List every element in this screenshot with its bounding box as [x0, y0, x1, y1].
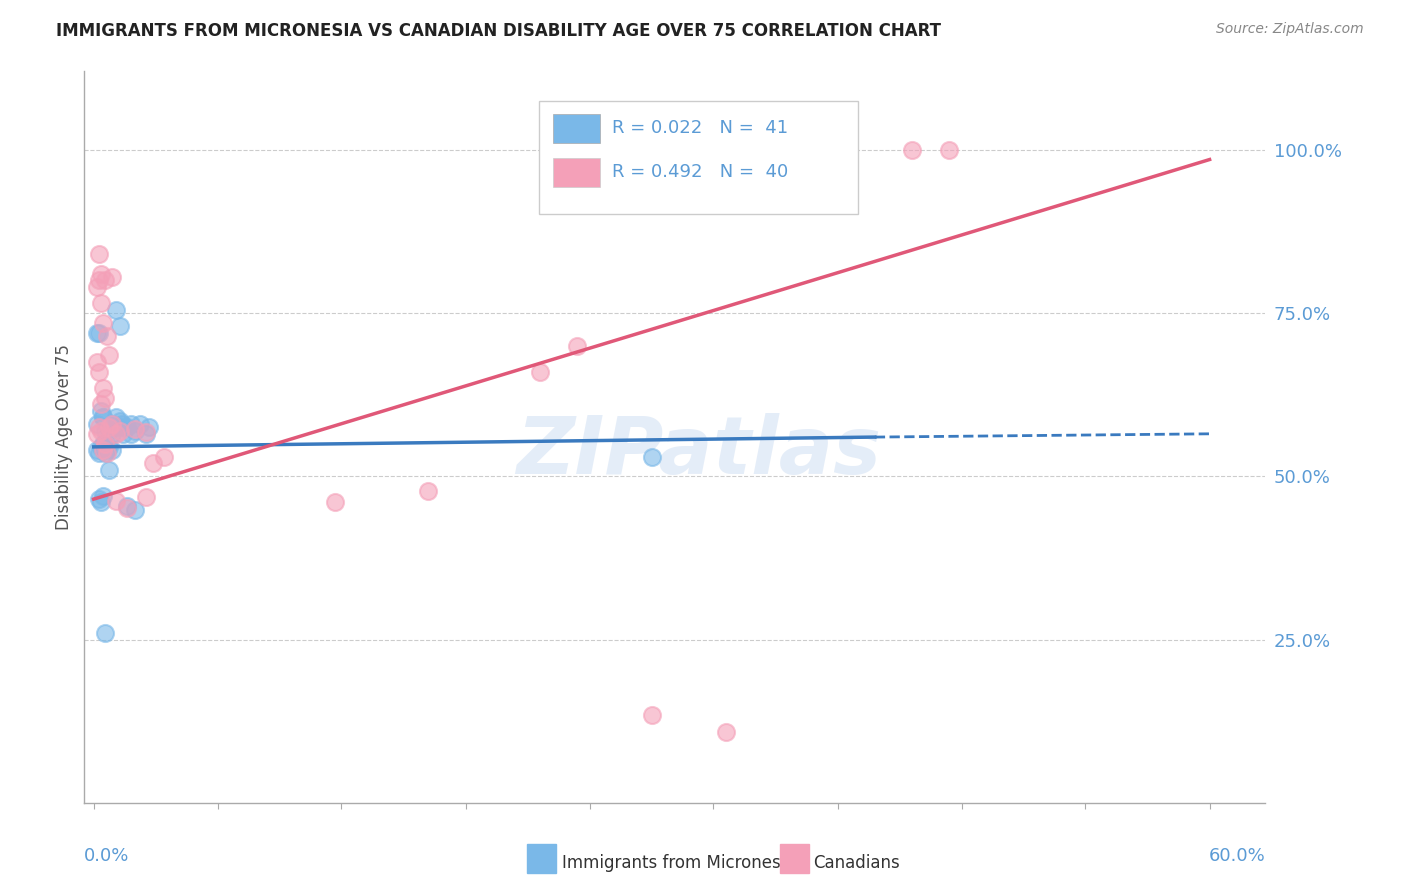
Point [90, 424, 112, 438]
Point [86, 443, 108, 458]
Point [153, 450, 176, 464]
Point [101, 417, 124, 431]
Point [142, 456, 165, 470]
Y-axis label: Disability Age Over 75: Disability Age Over 75 [55, 344, 73, 530]
Point [901, 143, 924, 157]
Point [89, 420, 111, 434]
Point [567, 339, 589, 353]
Point [529, 365, 551, 379]
Point [97, 420, 120, 434]
FancyBboxPatch shape [538, 101, 858, 214]
Point [86, 426, 108, 441]
Point [115, 500, 138, 515]
Point [325, 495, 347, 509]
Point [90, 440, 112, 454]
Text: ZIPatlas: ZIPatlas [516, 413, 882, 491]
Point [96, 443, 118, 458]
Point [91, 381, 114, 395]
Point [90, 397, 112, 411]
Point [101, 270, 124, 285]
Point [97, 440, 120, 454]
Point [97, 424, 120, 438]
Point [91, 443, 114, 458]
Text: Immigrants from Micronesia: Immigrants from Micronesia [562, 855, 796, 872]
Point [640, 707, 662, 722]
Point [108, 424, 131, 438]
Point [96, 446, 118, 460]
Point [90, 495, 112, 509]
Point [97, 463, 120, 477]
Point [418, 484, 440, 499]
Point [640, 450, 662, 464]
Point [714, 725, 737, 739]
Point [97, 348, 120, 362]
Point [112, 426, 135, 441]
Text: R = 0.022   N =  41: R = 0.022 N = 41 [612, 120, 789, 137]
Text: IMMIGRANTS FROM MICRONESIA VS CANADIAN DISABILITY AGE OVER 75 CORRELATION CHART: IMMIGRANTS FROM MICRONESIA VS CANADIAN D… [56, 22, 941, 40]
Point [90, 267, 112, 281]
Bar [553, 158, 600, 187]
Point [138, 420, 160, 434]
Point [86, 280, 108, 294]
Point [104, 494, 127, 508]
Text: Source: ZipAtlas.com: Source: ZipAtlas.com [1216, 22, 1364, 37]
Point [124, 422, 146, 436]
Point [91, 436, 114, 450]
Point [115, 499, 138, 513]
Point [90, 404, 112, 418]
Point [89, 492, 111, 507]
Point [89, 446, 111, 460]
Point [135, 425, 157, 439]
Point [104, 420, 127, 434]
Point [135, 426, 157, 441]
Point [124, 424, 146, 438]
Point [89, 365, 111, 379]
Point [89, 273, 111, 287]
Point [94, 391, 117, 405]
Point [104, 302, 127, 317]
Text: Canadians: Canadians [813, 855, 900, 872]
Point [124, 503, 146, 517]
Text: 0.0%: 0.0% [84, 847, 129, 864]
Point [91, 410, 114, 425]
Point [94, 424, 117, 438]
Point [120, 417, 142, 431]
Point [86, 417, 108, 431]
Point [86, 355, 108, 369]
Point [94, 273, 117, 287]
Point [101, 417, 124, 431]
Point [96, 329, 118, 343]
Point [129, 417, 152, 431]
Text: R = 0.492   N =  40: R = 0.492 N = 40 [612, 163, 789, 181]
Point [90, 296, 112, 310]
Point [91, 489, 114, 503]
Point [115, 420, 138, 434]
Point [101, 426, 124, 441]
Point [91, 410, 114, 425]
Point [938, 143, 960, 157]
Point [94, 626, 117, 640]
Point [86, 326, 108, 340]
Point [89, 247, 111, 261]
Point [135, 490, 157, 504]
Point [120, 426, 142, 441]
Text: 60.0%: 60.0% [1209, 847, 1265, 864]
Point [91, 316, 114, 330]
Point [94, 436, 117, 450]
Point [110, 417, 132, 431]
Bar [553, 114, 600, 143]
Point [104, 426, 127, 441]
Point [108, 414, 131, 428]
Point [104, 410, 127, 425]
Point [101, 443, 124, 458]
Point [89, 326, 111, 340]
Point [108, 319, 131, 334]
Point [108, 420, 131, 434]
Point [94, 446, 117, 460]
